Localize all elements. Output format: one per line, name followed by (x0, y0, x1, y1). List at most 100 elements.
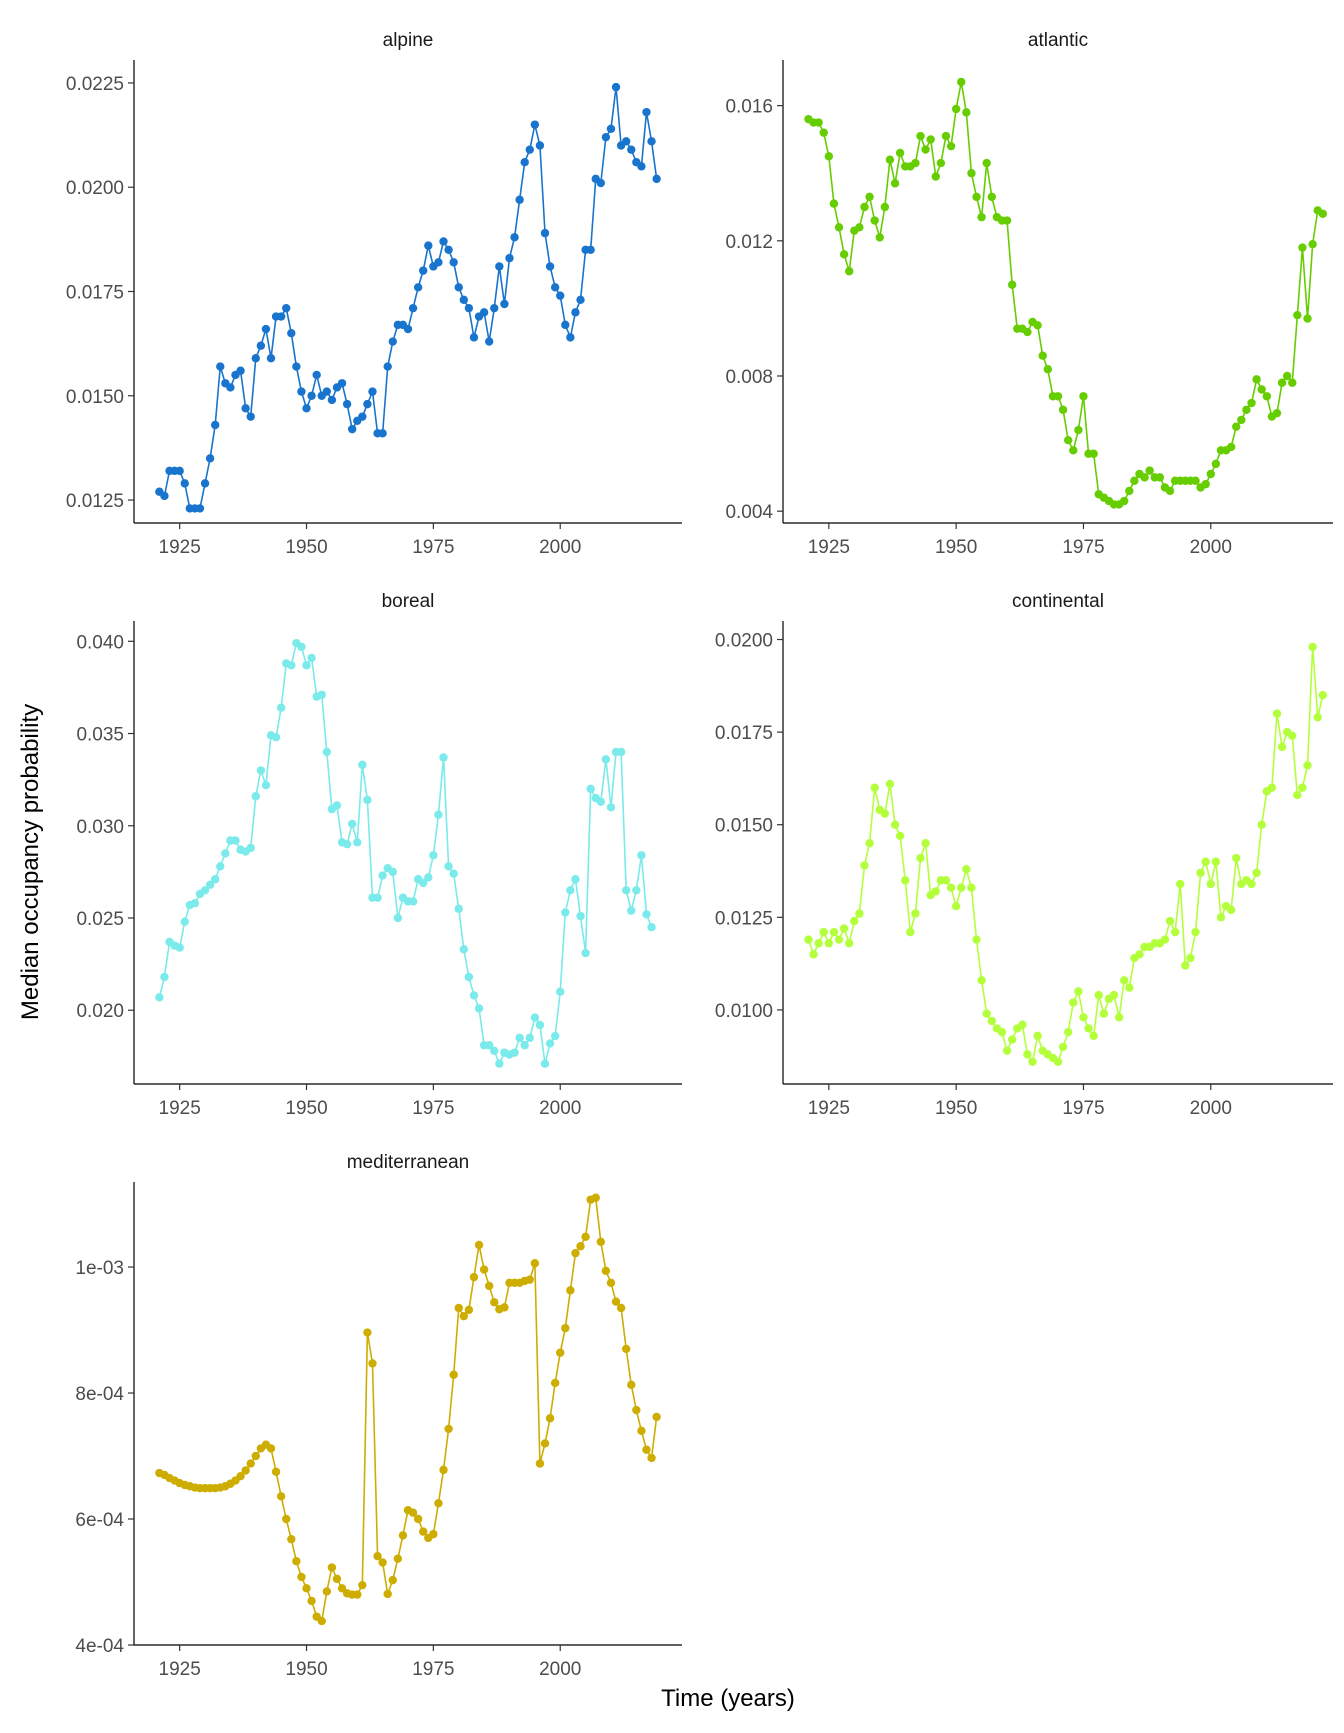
panel-continental: continental 0.0100 0.0125 0.0150 0.0175 0.020… (715, 591, 1333, 1119)
data-point (1145, 466, 1154, 475)
data-point (287, 329, 296, 338)
data-point (236, 366, 245, 375)
data-point (190, 899, 200, 908)
x-tick-label: 1950 (285, 1098, 327, 1119)
data-point (231, 836, 240, 845)
series-line (158, 642, 653, 1065)
data-point (1272, 709, 1282, 718)
data-point (850, 916, 859, 926)
data-point (1099, 1009, 1109, 1018)
x-tick-label: 1925 (808, 1098, 850, 1119)
panel-alpine: alpine 0.0125 0.0150 0.0175 0.0200 0.0225 1925… (66, 30, 682, 558)
data-point (1109, 990, 1119, 1000)
data-point (561, 320, 570, 330)
data-point (652, 1412, 661, 1422)
data-point (155, 993, 164, 1002)
data-point (982, 158, 991, 168)
data-point (490, 303, 499, 313)
data-point (1007, 1035, 1017, 1044)
data-point (581, 1232, 590, 1242)
data-point (1023, 327, 1032, 337)
data-point (1226, 905, 1236, 915)
data-point (1232, 422, 1241, 431)
data-point (586, 245, 595, 254)
data-point (459, 945, 469, 954)
x-tick-label: 1925 (159, 1659, 201, 1680)
data-point (581, 948, 590, 958)
data-point (819, 128, 828, 137)
data-point (1120, 976, 1129, 985)
data-point (1058, 1042, 1068, 1052)
data-point (946, 883, 956, 892)
data-point (484, 337, 494, 346)
x-tick-label: 1975 (1062, 537, 1104, 558)
x-tick-label: 1950 (285, 1659, 327, 1680)
data-point (931, 172, 940, 181)
data-point (353, 838, 362, 847)
data-point (378, 871, 387, 880)
data-point (870, 216, 879, 225)
data-point (1043, 365, 1053, 374)
data-point (454, 1303, 463, 1313)
data-point (550, 1031, 560, 1041)
y-tick-label: 0.0175 (66, 283, 124, 304)
data-point (870, 783, 879, 792)
data-point (484, 1041, 494, 1050)
data-point (454, 283, 463, 292)
x-tick-label: 1975 (412, 1659, 454, 1680)
data-point (1216, 913, 1226, 922)
data-point (307, 1596, 316, 1606)
data-point (449, 1370, 458, 1379)
data-point (911, 158, 920, 168)
data-point (535, 1020, 545, 1030)
data-point (378, 429, 387, 438)
data-point (449, 258, 458, 267)
data-point (490, 1298, 499, 1307)
data-point (601, 1266, 611, 1276)
data-point (1033, 321, 1042, 330)
data-point (997, 1027, 1007, 1037)
data-point (1303, 314, 1312, 323)
data-point (205, 454, 215, 463)
data-point (834, 935, 844, 944)
y-tick-label: 1e-03 (75, 1258, 124, 1279)
data-point (1226, 442, 1236, 452)
data-point (398, 1531, 408, 1540)
data-point (454, 904, 463, 913)
data-point (1018, 1020, 1027, 1029)
y-tick-label: 0.020 (76, 1001, 124, 1022)
panel-title: alpine (383, 30, 434, 51)
data-point (611, 82, 621, 92)
y-tick-label: 0.035 (76, 725, 124, 746)
data-point (962, 864, 971, 874)
y-tick-label: 0.0125 (715, 908, 773, 929)
data-point (368, 387, 377, 396)
data-point (1201, 857, 1210, 866)
data-point (439, 753, 448, 762)
data-point (931, 887, 940, 896)
data-point (469, 333, 479, 342)
data-point (957, 77, 966, 87)
data-point (210, 875, 220, 884)
data-point (1318, 690, 1328, 700)
data-point (424, 873, 433, 882)
data-point (946, 141, 956, 151)
data-point (413, 283, 423, 292)
data-point (1191, 476, 1200, 485)
data-point (251, 1451, 260, 1461)
data-point (596, 797, 606, 806)
y-tick-label: 0.0200 (715, 631, 773, 652)
data-point (302, 404, 311, 413)
data-point (1165, 486, 1175, 496)
data-point (241, 1466, 250, 1475)
data-point (520, 1041, 529, 1050)
data-point (839, 250, 849, 259)
data-point (586, 784, 595, 794)
data-point (957, 883, 966, 892)
data-point (276, 312, 286, 321)
data-point (1079, 1013, 1088, 1022)
data-point (890, 820, 900, 829)
data-point (317, 1616, 326, 1626)
data-point (642, 107, 651, 117)
data-point (256, 766, 266, 775)
